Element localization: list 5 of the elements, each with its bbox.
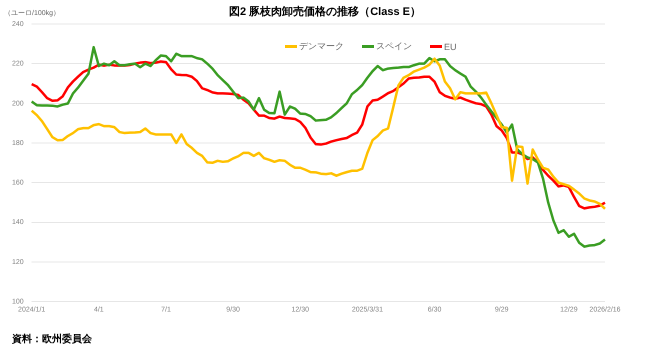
text: 資料：欧州委員会 [12, 332, 92, 346]
legend-label: デンマーク [299, 40, 344, 53]
legend-label: EU [444, 42, 457, 52]
chart-title: 図2 豚枝肉卸売価格の推移（Class E） [229, 6, 421, 18]
legend-label: スペイン [376, 40, 412, 53]
